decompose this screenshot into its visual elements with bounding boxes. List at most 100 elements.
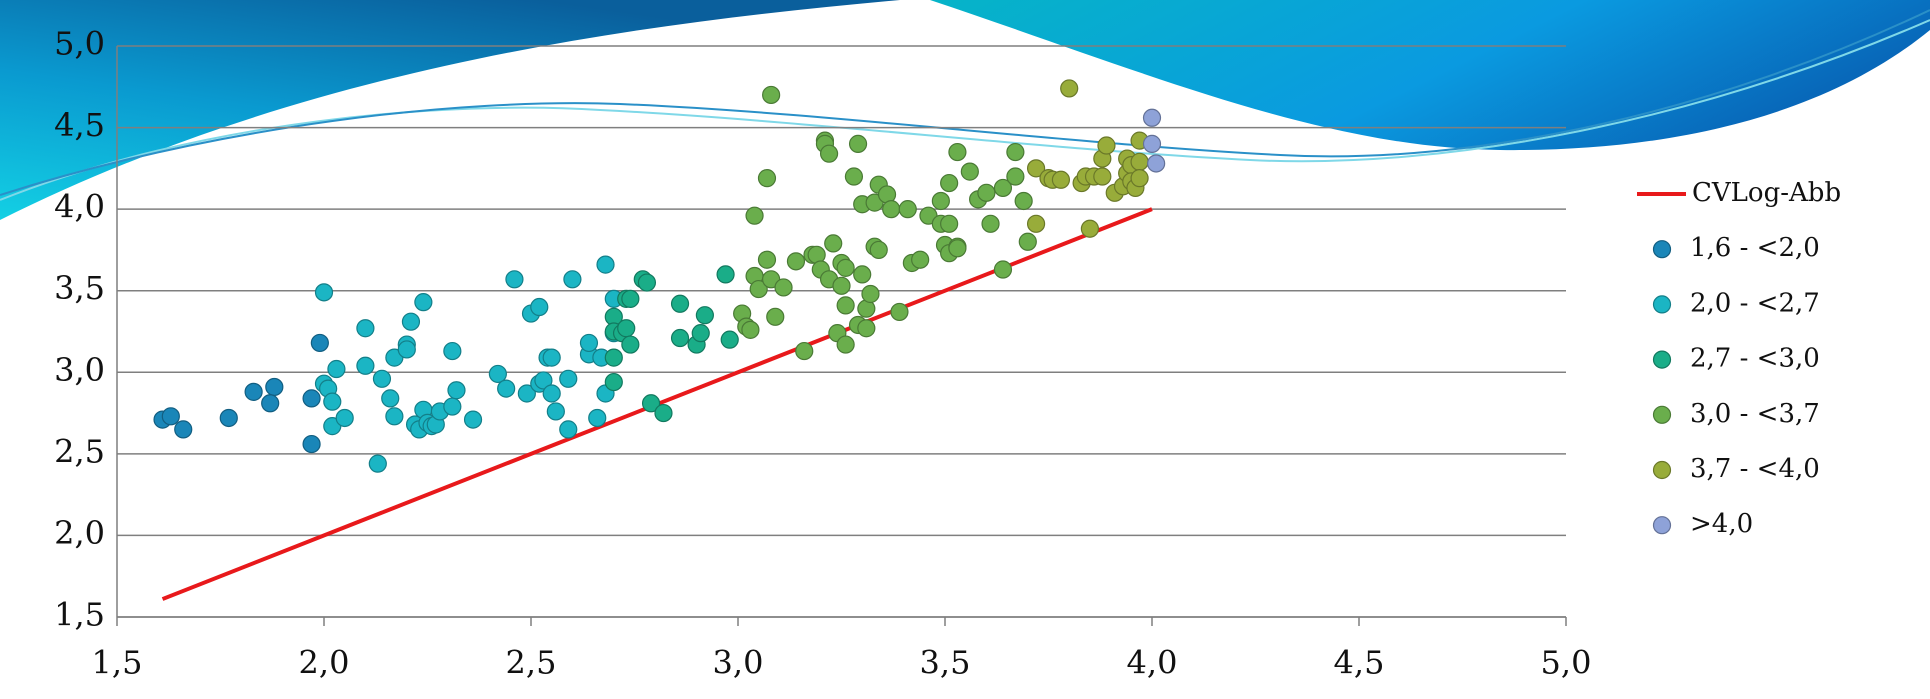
scatter-point <box>560 370 577 387</box>
scatter-point <box>796 343 813 360</box>
scatter-point <box>316 284 333 301</box>
scatter-point <box>655 405 672 422</box>
scatter-point <box>721 331 738 348</box>
scatter-point <box>1019 233 1036 250</box>
scatter-point <box>162 408 179 425</box>
y-tick-label: 1,5 <box>54 596 105 634</box>
y-tick-label: 2,5 <box>54 432 105 470</box>
scatter-point <box>266 378 283 395</box>
x-tick-label: 5,0 <box>1541 644 1592 682</box>
scatter-point <box>531 299 548 316</box>
scatter-point <box>837 297 854 314</box>
scatter-point <box>386 408 403 425</box>
scatter-point <box>373 370 390 387</box>
scatter-point <box>1007 168 1024 185</box>
scatter-point <box>1148 155 1165 172</box>
legend-swatch <box>1654 351 1671 368</box>
scatter-point <box>775 279 792 296</box>
scatter-point <box>941 215 958 232</box>
scatter-point <box>311 334 328 351</box>
scatter-point <box>854 266 871 283</box>
scatter-point <box>1144 109 1161 126</box>
scatter-point <box>858 320 875 337</box>
scatter-point <box>1007 144 1024 161</box>
scatter-point <box>175 421 192 438</box>
scatter-point <box>742 321 759 338</box>
scatter-point <box>618 320 635 337</box>
legend-swatch <box>1654 462 1671 479</box>
scatter-point <box>1061 80 1078 97</box>
scatter-point <box>912 251 929 268</box>
x-tick-label: 3,0 <box>713 644 764 682</box>
scatter-point <box>850 135 867 152</box>
x-tick-label: 1,5 <box>92 644 143 682</box>
legend-swatch <box>1654 241 1671 258</box>
y-tick-label: 2,0 <box>54 514 105 552</box>
x-tick-label: 2,0 <box>299 644 350 682</box>
scatter-point <box>746 207 763 224</box>
y-tick-label: 3,0 <box>54 351 105 389</box>
scatter-point <box>1098 137 1115 154</box>
scatter-point <box>564 271 581 288</box>
scatter-point <box>696 307 713 324</box>
scatter-point <box>932 192 949 209</box>
scatter-point <box>444 343 461 360</box>
scatter-point <box>837 336 854 353</box>
scatter-point <box>622 290 639 307</box>
scatter-point <box>448 382 465 399</box>
scatter-point <box>1131 153 1148 170</box>
scatter-point <box>357 320 374 337</box>
scatter-point <box>883 201 900 218</box>
scatter-point <box>833 277 850 294</box>
legend-label: 3,0 - <3,7 <box>1690 399 1820 429</box>
scatter-point <box>870 241 887 258</box>
scatter-point <box>845 168 862 185</box>
scatter-point <box>949 240 966 257</box>
scatter-point <box>547 403 564 420</box>
legend-label: 1,6 - <2,0 <box>1690 233 1820 263</box>
scatter-point <box>245 383 262 400</box>
scatter-point <box>821 145 838 162</box>
scatter-point <box>982 215 999 232</box>
y-tick-label: 3,5 <box>54 269 105 307</box>
scatter-point <box>767 308 784 325</box>
scatter-point <box>763 86 780 103</box>
scatter-point <box>605 349 622 366</box>
scatter-point <box>597 256 614 273</box>
legend-swatch <box>1654 406 1671 423</box>
scatter-point <box>369 455 386 472</box>
scatter-point <box>402 313 419 330</box>
scatter-point <box>862 285 879 302</box>
background-waves <box>0 0 1930 220</box>
legend-swatch <box>1654 296 1671 313</box>
legend-label: CVLog-Abb <box>1692 178 1841 208</box>
legend-label: 2,7 - <3,0 <box>1690 344 1820 374</box>
scatter-point <box>1131 170 1148 187</box>
scatter-point <box>837 259 854 276</box>
scatter-point <box>1028 215 1045 232</box>
scatter-point <box>949 144 966 161</box>
x-tick-label: 3,5 <box>920 644 971 682</box>
scatter-point <box>787 253 804 270</box>
scatter-point <box>692 325 709 342</box>
legend-label: >4,0 <box>1690 509 1753 539</box>
y-tick-label: 4,0 <box>54 188 105 226</box>
scatter-point <box>328 361 345 378</box>
scatter-point <box>220 409 237 426</box>
scatter-point <box>382 390 399 407</box>
scatter-point <box>498 380 515 397</box>
scatter-point <box>543 349 560 366</box>
scatter-point <box>560 421 577 438</box>
scatter-point <box>444 398 461 415</box>
scatter-point <box>465 411 482 428</box>
scatter-point <box>1052 171 1069 188</box>
scatter-point <box>415 294 432 311</box>
scatter-point <box>825 235 842 252</box>
scatter-point <box>961 163 978 180</box>
scatter-point <box>303 436 320 453</box>
scatter-point <box>638 274 655 291</box>
y-tick-label: 4,5 <box>54 106 105 144</box>
scatter-point <box>758 251 775 268</box>
scatter-point <box>1015 192 1032 209</box>
